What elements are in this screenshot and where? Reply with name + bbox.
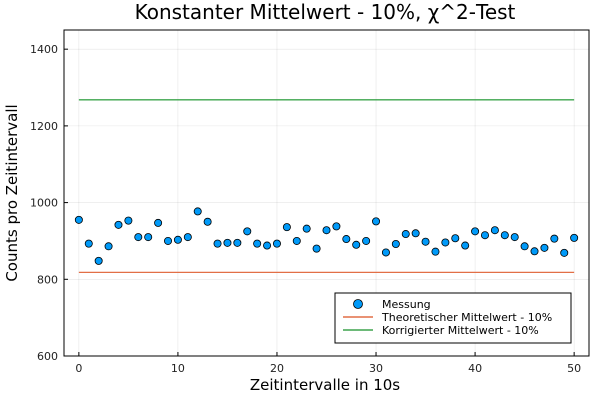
data-point bbox=[490, 226, 499, 235]
plot-frame bbox=[63, 29, 590, 357]
data-point bbox=[500, 231, 509, 240]
data-point bbox=[411, 229, 420, 238]
data-point bbox=[461, 241, 470, 250]
data-point bbox=[164, 236, 173, 245]
data-point bbox=[292, 236, 301, 245]
data-point bbox=[272, 239, 281, 248]
data-point bbox=[213, 239, 222, 248]
data-point bbox=[421, 237, 430, 246]
data-point bbox=[530, 247, 539, 256]
data-point bbox=[381, 248, 390, 257]
y-axis-label: Counts pro Zeitintervall bbox=[3, 104, 21, 281]
legend-box bbox=[334, 292, 572, 344]
x-tick-label: 30 bbox=[369, 362, 383, 375]
x-axis-label: Zeitintervalle in 10s bbox=[250, 376, 400, 394]
legend-label: Theoretischer Mittelwert - 10% bbox=[381, 311, 552, 324]
legend-marker bbox=[353, 299, 363, 309]
data-point bbox=[193, 207, 202, 216]
data-point bbox=[352, 240, 361, 249]
data-point bbox=[372, 217, 381, 226]
legend-label: Messung bbox=[382, 298, 431, 311]
y-tick-label: 1400 bbox=[30, 43, 58, 56]
data-point bbox=[480, 231, 489, 240]
series bbox=[74, 99, 579, 274]
data-point bbox=[362, 236, 371, 245]
data-point bbox=[263, 241, 272, 250]
axis-ticks: 0 10 20 30 40 50 600 800 1000 1200 1400 bbox=[30, 43, 581, 375]
data-point bbox=[114, 220, 123, 229]
data-point bbox=[104, 242, 113, 251]
x-tick-label: 20 bbox=[270, 362, 284, 375]
y-tick-label: 600 bbox=[37, 350, 58, 363]
data-point bbox=[282, 223, 291, 232]
data-point bbox=[441, 238, 450, 247]
data-point bbox=[342, 235, 351, 244]
data-point bbox=[223, 238, 232, 247]
data-point bbox=[203, 217, 212, 226]
data-point bbox=[471, 227, 480, 236]
data-point bbox=[74, 215, 83, 224]
data-point bbox=[322, 226, 331, 235]
data-point bbox=[550, 234, 559, 243]
data-point bbox=[332, 222, 341, 231]
data-point bbox=[253, 239, 262, 248]
data-point bbox=[312, 244, 321, 253]
x-tick-label: 10 bbox=[171, 362, 185, 375]
data-point bbox=[520, 242, 529, 251]
data-point bbox=[391, 240, 400, 249]
data-point bbox=[173, 235, 182, 244]
data-point bbox=[243, 227, 252, 236]
y-tick-label: 1200 bbox=[30, 120, 58, 133]
data-point bbox=[570, 233, 579, 242]
x-tick-label: 50 bbox=[567, 362, 581, 375]
legend-label: Korrigierter Mittelwert - 10% bbox=[382, 324, 539, 337]
data-point bbox=[94, 256, 103, 265]
data-point bbox=[183, 233, 192, 242]
y-tick-label: 1000 bbox=[30, 197, 58, 210]
x-tick-label: 0 bbox=[75, 362, 82, 375]
data-point bbox=[154, 218, 163, 227]
data-point bbox=[401, 230, 410, 239]
x-tick-label: 40 bbox=[468, 362, 482, 375]
y-tick-label: 800 bbox=[37, 273, 58, 286]
data-point bbox=[233, 238, 242, 247]
data-point bbox=[431, 247, 440, 256]
chart-title: Konstanter Mittelwert - 10%, χ^2-Test bbox=[135, 0, 516, 24]
data-point bbox=[451, 234, 460, 243]
data-point bbox=[560, 248, 569, 257]
data-point bbox=[510, 233, 519, 242]
data-point bbox=[124, 216, 133, 225]
data-point bbox=[144, 233, 153, 242]
data-point bbox=[134, 233, 143, 242]
data-point bbox=[84, 239, 93, 248]
data-point bbox=[302, 224, 311, 233]
data-point bbox=[540, 243, 549, 252]
